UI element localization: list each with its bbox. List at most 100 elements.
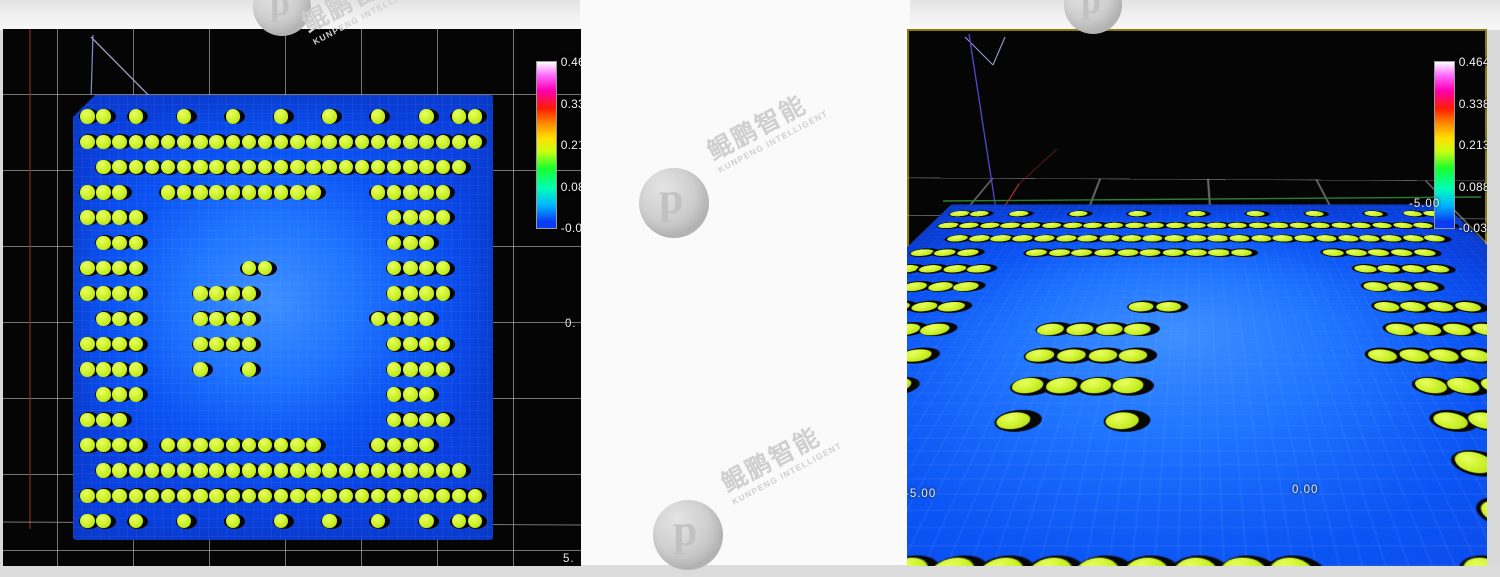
colorbar-tick: -0.038	[1458, 221, 1487, 235]
solder-ball	[159, 184, 181, 200]
solder-ball-cap	[1272, 235, 1294, 242]
solder-ball-cap	[209, 488, 224, 503]
solder-ball	[320, 513, 342, 529]
solder-ball	[1302, 210, 1331, 217]
solder-ball-cap	[370, 311, 386, 326]
solder-ball	[110, 285, 132, 301]
solder-ball	[191, 462, 213, 478]
right-3d-viewport[interactable]: 0.464 0.338 0.213 0.088 -0.038 -5.00 0.00 -5…	[907, 29, 1487, 566]
solder-ball-cap	[419, 362, 434, 377]
solder-ball	[385, 361, 407, 377]
solder-ball	[127, 336, 149, 352]
solder-ball-cap	[96, 311, 111, 326]
solder-ball	[1005, 210, 1036, 217]
solder-ball-cap	[257, 159, 273, 175]
solder-ball	[450, 513, 472, 529]
solder-ball	[127, 311, 149, 327]
solder-ball-cap	[80, 362, 95, 377]
solder-ball	[224, 134, 246, 150]
solder-ball-cap	[435, 185, 450, 200]
solder-ball	[240, 462, 262, 478]
solder-ball-cap	[128, 513, 143, 529]
solder-ball	[417, 235, 439, 251]
solder-ball	[110, 387, 132, 403]
solder-ball	[110, 437, 132, 453]
solder-ball-cap	[419, 134, 434, 149]
solder-ball-cap	[419, 210, 434, 225]
solder-ball	[401, 311, 423, 327]
solder-ball	[207, 488, 229, 504]
solder-ball	[207, 134, 229, 150]
solder-ball	[110, 488, 132, 504]
solder-ball-cap	[403, 134, 418, 149]
left-colorbar-gradient	[536, 61, 557, 229]
solder-ball	[272, 184, 294, 200]
solder-ball-cap	[160, 134, 176, 149]
solder-ball	[110, 184, 132, 200]
solder-ball-cap	[1207, 222, 1227, 229]
solder-ball-cap	[306, 185, 321, 200]
solder-ball	[369, 159, 391, 175]
solder-ball	[207, 336, 229, 352]
solder-ball	[434, 184, 456, 200]
colorbar-tick: 0.338	[560, 96, 581, 111]
solder-ball	[1263, 554, 1333, 566]
solder-ball-cap	[80, 513, 95, 529]
solder-ball	[1243, 210, 1271, 217]
solder-ball-cap	[322, 134, 337, 149]
left-3d-viewport[interactable]: 0.464 0.338 0.213 0.088 -0.038 0. 5.	[3, 29, 581, 566]
solder-ball	[385, 387, 407, 403]
colorbar-tick: 0.464	[560, 55, 581, 69]
solder-ball-cap	[1187, 211, 1206, 217]
solder-ball	[417, 361, 439, 377]
solder-ball-cap	[419, 185, 434, 200]
solder-ball-cap	[387, 387, 402, 402]
solder-ball-cap	[1250, 235, 1273, 242]
solder-ball-cap	[241, 437, 257, 453]
solder-ball-cap	[225, 513, 240, 529]
bga-board-perspective-wrapper	[907, 201, 1487, 566]
solder-ball-cap	[306, 437, 321, 453]
solder-ball	[417, 488, 439, 504]
solder-ball-cap	[435, 286, 450, 301]
solder-ball	[466, 134, 488, 150]
solder-ball-cap	[241, 311, 257, 326]
solder-ball	[127, 488, 149, 504]
solder-ball-cap	[1268, 222, 1290, 229]
solder-ball	[434, 462, 456, 478]
solder-ball-cap	[467, 134, 483, 149]
solder-ball-cap	[435, 463, 450, 478]
solder-ball	[401, 285, 423, 301]
solder-ball-cap	[193, 463, 208, 478]
solder-ball	[417, 311, 439, 327]
solder-ball	[385, 311, 407, 327]
solder-ball-cap	[257, 185, 273, 200]
solder-ball-cap	[290, 159, 305, 175]
solder-ball	[385, 159, 407, 175]
solder-ball	[127, 235, 149, 251]
solder-ball-cap	[1186, 235, 1207, 242]
solder-ball	[401, 437, 423, 453]
solder-ball	[256, 260, 278, 276]
solder-ball-cap	[209, 437, 224, 453]
solder-ball	[466, 108, 488, 124]
solder-ball	[127, 361, 149, 377]
solder-ball	[78, 108, 100, 124]
solder-ball-cap	[128, 210, 143, 225]
solder-ball	[207, 184, 229, 200]
solder-ball	[1228, 248, 1260, 258]
solder-ball-cap	[273, 109, 289, 124]
solder-ball-cap	[209, 336, 224, 352]
solder-ball-cap	[387, 185, 402, 200]
solder-ball	[127, 159, 149, 175]
solder-ball	[127, 387, 149, 403]
solder-ball	[224, 159, 246, 175]
solder-ball	[417, 412, 439, 428]
solder-ball	[1065, 210, 1094, 217]
solder-ball-cap	[322, 159, 337, 175]
solder-ball-cap	[80, 412, 95, 428]
solder-ball-cap	[419, 336, 434, 352]
solder-ball	[94, 235, 116, 251]
solder-ball	[94, 361, 116, 377]
solder-ball	[191, 159, 213, 175]
